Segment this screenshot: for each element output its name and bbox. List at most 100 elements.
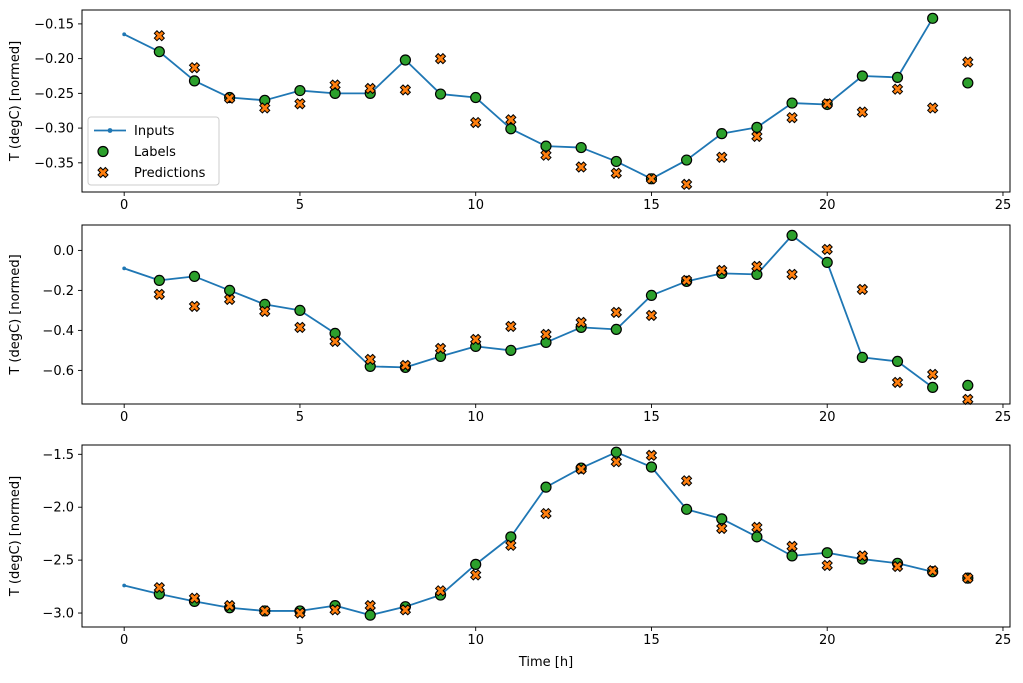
label-marker <box>364 609 376 621</box>
label-marker <box>329 87 341 99</box>
prediction-marker <box>645 449 658 462</box>
prediction-marker <box>294 321 306 334</box>
x-axis-label: Time [h] <box>518 655 573 670</box>
prediction-marker <box>856 550 869 562</box>
prediction-marker <box>680 475 693 487</box>
label-marker <box>188 270 201 282</box>
subplot-2: 0 5 10 15 20 25 0.0 −0.2 −0.4 −0.6 T (degC) [norme… <box>8 224 1012 425</box>
prediction-marker <box>856 106 869 118</box>
y-tick-label: −2.5 <box>42 554 74 569</box>
y-tick-label: −0.6 <box>42 364 74 379</box>
label-marker <box>399 54 411 66</box>
legend: Inputs Labels Predictions <box>87 116 220 186</box>
x-tick-label: 20 <box>819 198 836 213</box>
x-tick-label: 0 <box>120 410 128 425</box>
y-tick-label: −2.0 <box>42 501 74 516</box>
prediction-marker <box>821 98 833 110</box>
x-tick-label: 0 <box>120 633 128 648</box>
y-tick-label: −0.30 <box>34 122 74 137</box>
label-marker <box>751 121 763 133</box>
label-marker <box>434 88 447 100</box>
x-tick-label: 10 <box>467 198 484 213</box>
prediction-marker <box>294 98 306 110</box>
prediction-marker <box>329 604 341 616</box>
prediction-marker <box>610 456 622 468</box>
y-axis-label: T (degC) [normed] <box>8 476 23 597</box>
legend-entry-predictions: Predictions <box>97 166 206 181</box>
y-tick-label: −0.2 <box>42 284 74 299</box>
label-marker <box>645 289 658 301</box>
prediction-marker <box>259 102 271 114</box>
y-tick-label: −0.4 <box>42 324 74 339</box>
prediction-marker <box>821 559 833 572</box>
prediction-marker <box>962 393 974 406</box>
inputs-line-series <box>122 233 935 390</box>
predictions-series <box>153 30 974 191</box>
label-marker <box>575 141 587 154</box>
label-marker <box>927 12 939 24</box>
prediction-marker <box>399 359 412 372</box>
label-marker <box>294 84 306 97</box>
label-marker <box>716 513 728 525</box>
prediction-marker <box>399 604 412 616</box>
prediction-marker <box>575 463 587 475</box>
x-tick-label: 25 <box>995 633 1012 648</box>
prediction-marker <box>891 560 904 573</box>
y-tick-label: −3.0 <box>42 607 74 622</box>
prediction-marker <box>540 149 552 161</box>
label-marker <box>786 229 798 241</box>
label-marker <box>681 154 693 166</box>
axes-frame <box>81 9 1011 193</box>
prediction-marker <box>610 167 622 179</box>
label-marker <box>294 304 306 316</box>
x-tick-label: 0 <box>120 198 128 213</box>
prediction-marker <box>716 522 728 535</box>
prediction-marker <box>188 300 201 313</box>
label-marker <box>153 46 165 58</box>
inputs-line <box>123 451 933 617</box>
prediction-marker <box>399 84 412 96</box>
prediction-marker <box>294 607 306 619</box>
prediction-marker <box>364 599 376 612</box>
label-marker <box>821 256 833 268</box>
x-tick-label: 10 <box>467 633 484 648</box>
prediction-marker <box>470 569 482 581</box>
prediction-marker <box>505 114 517 126</box>
label-marker <box>856 70 868 82</box>
prediction-marker <box>786 111 798 124</box>
prediction-marker <box>891 83 904 95</box>
prediction-marker <box>188 592 201 604</box>
prediction-marker <box>645 309 658 322</box>
label-marker <box>188 75 201 87</box>
label-marker <box>610 155 622 168</box>
prediction-marker <box>540 507 552 520</box>
label-marker <box>540 140 552 152</box>
prediction-marker <box>329 79 341 91</box>
x-tick-label: 5 <box>296 633 304 648</box>
subplot-1: 0 5 10 15 20 25 −0.15 −0.20 −0.25 −0.30 −0.35 T (de… <box>8 9 1011 213</box>
legend-inputs-dot-icon <box>107 128 113 133</box>
labels-series <box>153 446 974 621</box>
prediction-marker <box>259 605 271 617</box>
x-tick-label: 15 <box>643 198 660 213</box>
x-tick-label: 15 <box>643 410 660 425</box>
label-marker <box>786 550 798 562</box>
inputs-point <box>122 583 127 588</box>
prediction-marker <box>470 333 482 346</box>
inputs-line-series <box>122 450 935 618</box>
prediction-marker <box>505 320 517 333</box>
prediction-marker <box>505 539 517 552</box>
x-tick-label: 25 <box>995 410 1012 425</box>
label-marker <box>540 481 552 493</box>
inputs-line-series <box>122 16 935 181</box>
y-axis-label: T (degC) [normed] <box>8 41 23 162</box>
prediction-marker <box>751 521 763 534</box>
prediction-marker <box>329 335 341 348</box>
prediction-marker <box>188 61 201 74</box>
inputs-line <box>123 17 934 180</box>
labels-series <box>153 229 974 393</box>
label-marker <box>505 344 517 356</box>
y-tick-label: −0.25 <box>34 87 74 102</box>
